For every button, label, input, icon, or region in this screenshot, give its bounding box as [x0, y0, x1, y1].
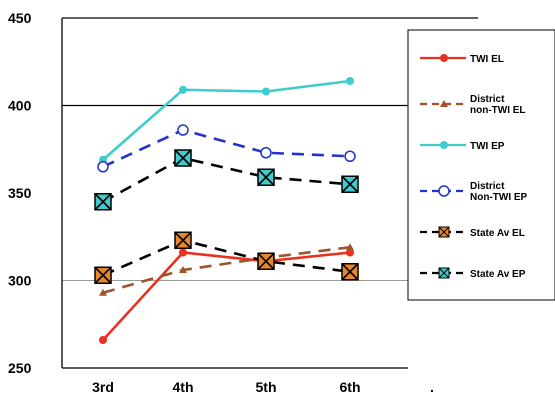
legend-marker-x2-4: [438, 226, 450, 238]
data-point-s3-5th: [260, 147, 272, 159]
series-line-4: [102, 238, 351, 277]
legend-marker-1: [440, 100, 448, 107]
y-tick-label-300: 300: [8, 273, 32, 289]
legend-marker-2: [440, 141, 448, 149]
legend-marker-5: [438, 267, 450, 279]
y-tick-label-400: 400: [8, 98, 32, 114]
data-point-s1-6th: [346, 243, 354, 251]
data-point-s4-3rd: [94, 266, 112, 284]
legend-label-1-0: District: [470, 94, 505, 105]
x-tick-label-6th: 6th: [340, 379, 361, 395]
axes: [61, 18, 408, 369]
legend-box: [407, 29, 555, 301]
data-point-s3-4th: [177, 124, 189, 136]
x-tick-labels: 3rd 4th 5th 6th.: [92, 379, 434, 395]
x-tick-label-extra: .: [430, 379, 434, 395]
series-lines: [102, 79, 351, 341]
data-point-s4-4th: [174, 231, 192, 249]
series-line-3: [102, 128, 351, 168]
data-point-s5-4th-x2: [174, 149, 192, 167]
legend-label-2-0: TWI EP: [470, 141, 505, 152]
data-point-s5-4th: [174, 149, 192, 167]
legend-label-4-0: State Av EL: [470, 228, 525, 239]
data-point-s5-5th: [257, 168, 275, 186]
legend-label-1-1: non-TWI EL: [470, 105, 526, 116]
x-tick-label-4th: 4th: [173, 379, 194, 395]
data-point-s5-3rd-x2: [94, 193, 112, 211]
series-line-2: [102, 79, 351, 161]
legend-label-3-0: District: [470, 181, 505, 192]
y-tick-label-250: 250: [8, 360, 32, 376]
data-point-s1-3rd: [99, 288, 107, 296]
series-line-0: [102, 251, 351, 341]
legend-marker-0: [440, 54, 448, 62]
y-tick-labels: 250 300 350 400 450: [8, 10, 32, 376]
series-line-5: [102, 156, 351, 203]
legend-marker-4: [438, 226, 450, 238]
data-point-s4-3rd-x2: [94, 266, 112, 284]
data-point-s2-6th: [346, 77, 354, 85]
series-line-1: [102, 245, 351, 295]
data-point-s4-5th: [257, 252, 275, 270]
data-point-s1-4th: [179, 266, 187, 273]
data-point-s2-5th: [262, 87, 270, 96]
data-point-s5-6th-x2: [341, 175, 359, 193]
data-point-s4-4th-x2: [174, 231, 192, 249]
legend-label-0-0: TWI EL: [470, 54, 504, 65]
y-tick-label-450: 450: [8, 10, 32, 26]
data-point-s4-5th-x2: [257, 252, 275, 270]
legend-label-3-1: Non-TWI EP: [470, 192, 528, 203]
data-point-s5-6th: [341, 175, 359, 193]
legend-marker-x2-5: [438, 267, 450, 279]
data-point-s4-6th: [341, 263, 359, 281]
legend-marker-3: [438, 185, 450, 197]
series-markers: [94, 77, 359, 344]
legend-label-5-0: State Av EP: [470, 269, 526, 280]
data-point-s5-3rd: [94, 193, 112, 211]
data-point-s3-3rd: [97, 161, 109, 173]
data-point-s4-6th-x2: [341, 263, 359, 281]
data-point-s5-5th-x2: [257, 168, 275, 186]
x-tick-label-3rd: 3rd: [92, 379, 114, 395]
x-tick-label-5th: 5th: [256, 379, 277, 395]
y-tick-label-350: 350: [8, 185, 32, 201]
data-point-s0-4th: [179, 248, 187, 257]
data-point-s2-4th: [179, 85, 187, 94]
data-point-s0-6th: [346, 248, 354, 257]
data-point-s3-6th: [344, 150, 356, 162]
data-point-s0-3rd: [99, 336, 107, 344]
